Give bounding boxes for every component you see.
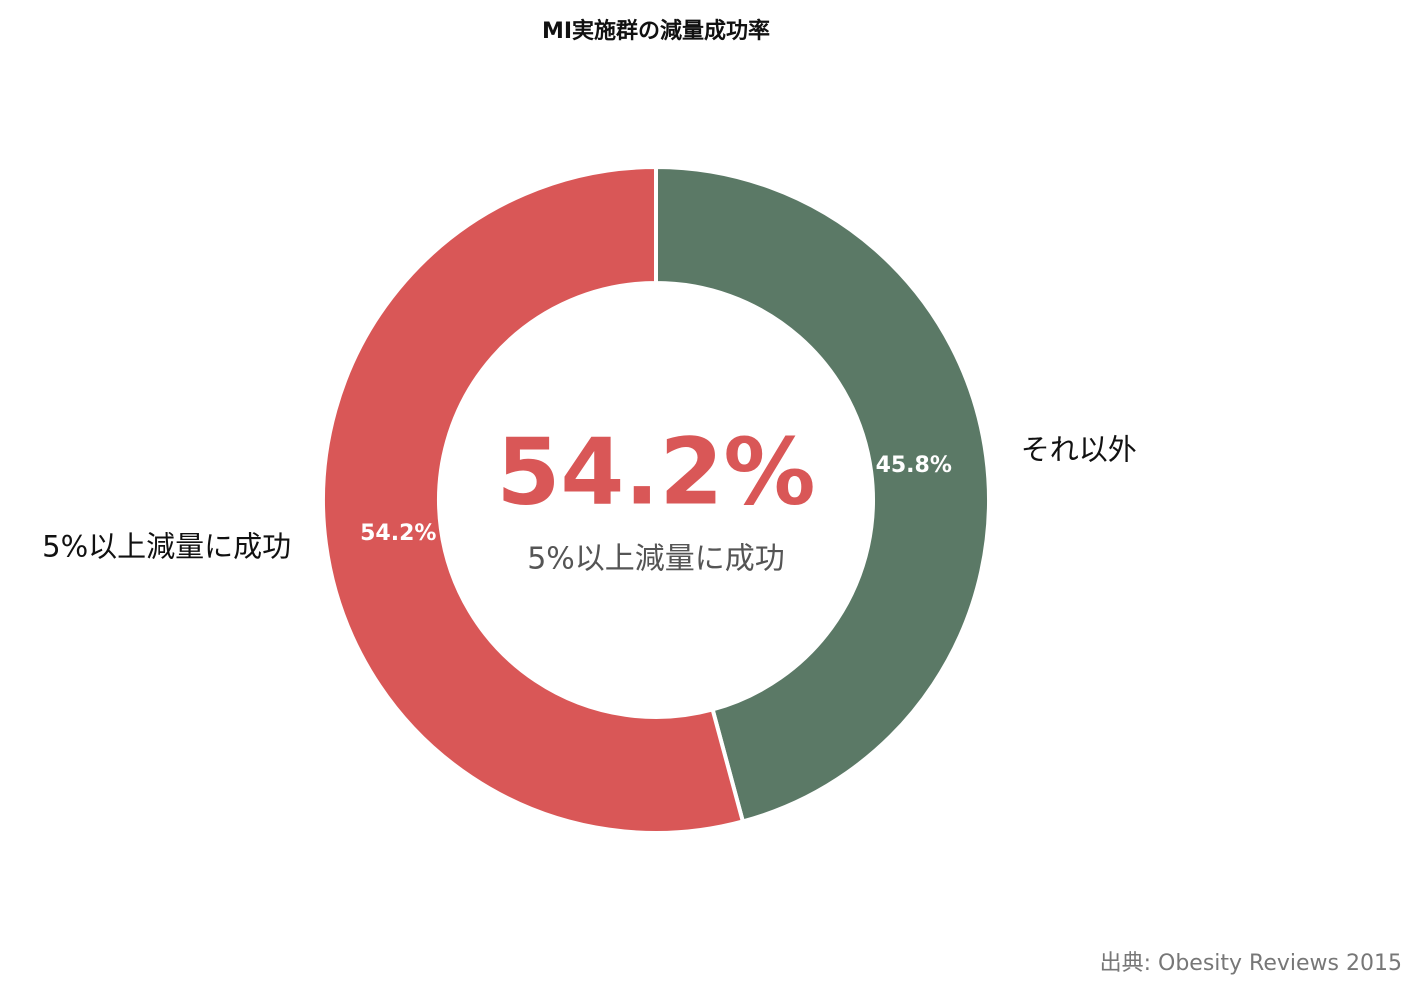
- value-label: 45.8%: [876, 453, 952, 478]
- donut-segment: [654, 164, 991, 824]
- category-label: それ以外: [1021, 433, 1137, 467]
- center-value: 54.2%: [496, 418, 815, 525]
- center-label: 5%以上減量に成功: [527, 542, 785, 577]
- chart-title: MI実施群の減量成功率: [542, 18, 770, 44]
- value-label: 54.2%: [360, 521, 436, 546]
- source: 出典: Obesity Reviews 2015: [1100, 951, 1402, 976]
- category-label: 5%以上減量に成功: [42, 529, 291, 563]
- donut-segment: [321, 164, 746, 835]
